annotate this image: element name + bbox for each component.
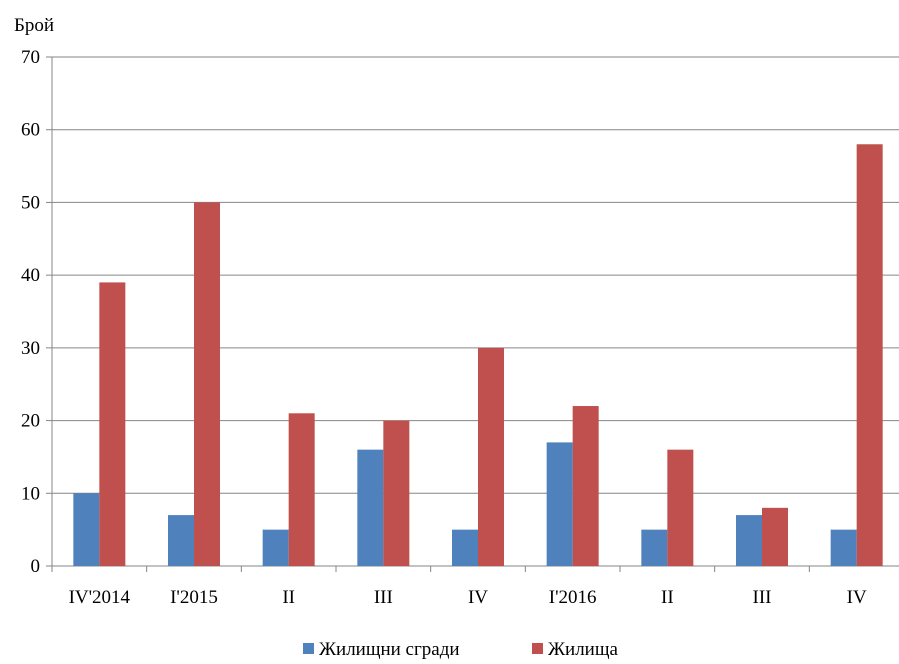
bar-series-2 (194, 202, 220, 566)
bar-series-2 (762, 507, 788, 566)
bar-series-1 (452, 529, 478, 566)
bar-series-2 (383, 420, 410, 566)
gridlines (52, 56, 899, 494)
legend-swatch (303, 643, 314, 654)
bar-series-1 (546, 442, 573, 566)
bar-series-2 (99, 282, 126, 566)
y-tick-label: 40 (21, 265, 40, 286)
bar-series-2 (478, 347, 504, 566)
x-tick-label: IV'2014 (69, 587, 131, 608)
y-tick-label: 10 (21, 483, 40, 504)
y-tick-labels: 0 10 20 30 40 50 60 70 (21, 47, 52, 577)
bar-series-2 (667, 449, 694, 566)
axes: Брой (14, 15, 899, 567)
bar-series-1 (357, 449, 384, 566)
bar-series-1 (73, 493, 100, 566)
legend-label: Жилищни сгради (319, 639, 460, 660)
x-tick-label: II (661, 587, 674, 608)
x-tick-label: III (753, 587, 772, 608)
y-tick-label: 50 (21, 192, 40, 213)
bar-series-2 (288, 413, 315, 566)
legend-swatch (532, 643, 543, 654)
bar-series-2 (572, 406, 599, 566)
x-tick-label: I'2016 (549, 587, 597, 608)
y-tick-label: 30 (21, 338, 40, 359)
legend-label: Жилища (548, 639, 618, 660)
x-tick-label: IV (468, 587, 488, 608)
bar-series-1 (168, 515, 194, 566)
bar-series-1 (262, 529, 289, 566)
bars (73, 144, 883, 566)
x-tick-label: IV (847, 587, 867, 608)
x-tick-label: III (374, 587, 393, 608)
bar-series-1 (736, 515, 762, 566)
y-tick-label: 20 (21, 411, 40, 432)
bar-series-1 (830, 529, 857, 566)
bar-series-2 (856, 144, 883, 566)
x-tick-label: II (282, 587, 295, 608)
y-tick-label: 60 (21, 120, 40, 141)
y-tick-label: 0 (31, 556, 41, 577)
y-tick-label: 70 (21, 47, 40, 68)
x-tick-labels: IV'2014 I'2015 II III IV I'2016 II III IV (51, 566, 867, 608)
x-tick-label: I'2015 (170, 587, 218, 608)
y-axis-label: Брой (14, 15, 54, 36)
legend: Жилищни сгради Жилища (303, 639, 618, 660)
bar-series-1 (641, 529, 668, 566)
